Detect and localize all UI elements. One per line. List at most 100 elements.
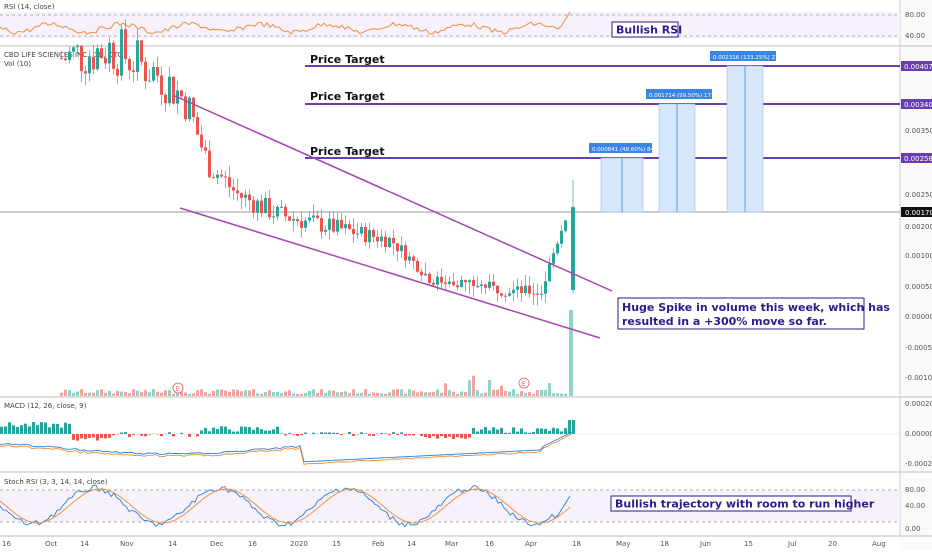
macd-bar xyxy=(324,433,327,434)
volume-bar xyxy=(436,390,439,396)
macd-bar xyxy=(500,428,503,434)
macd-bar xyxy=(440,434,443,436)
candle xyxy=(200,135,203,148)
projection-label-3: 0.002316 (133.25%) 2316 xyxy=(713,55,786,61)
volume-bar xyxy=(72,393,75,396)
candle xyxy=(520,286,523,293)
candle xyxy=(396,243,399,251)
candle xyxy=(252,200,255,213)
volume-bar xyxy=(336,392,339,396)
candle xyxy=(364,227,367,242)
volume-bar xyxy=(544,390,547,396)
volume-bar xyxy=(76,392,79,396)
candle xyxy=(456,285,459,287)
candle xyxy=(508,293,511,295)
macd-bar xyxy=(404,434,407,436)
price-target-label-1: Price Target xyxy=(310,145,385,158)
macd-bar xyxy=(420,434,423,436)
macd-bar xyxy=(208,431,211,434)
volume-bar xyxy=(520,391,523,396)
target-value-2: 0.003406 xyxy=(904,101,932,109)
volume-bar xyxy=(288,390,291,396)
macd-bar xyxy=(516,432,519,434)
candle xyxy=(512,290,515,293)
candle xyxy=(528,286,531,294)
volume-bar xyxy=(504,391,507,396)
candle xyxy=(68,52,71,60)
stoch-tick: 80.00 xyxy=(905,486,925,494)
macd-bar xyxy=(508,433,511,434)
macd-bar xyxy=(172,434,175,437)
macd-bar xyxy=(80,434,83,438)
volume-bar xyxy=(412,390,415,396)
candle xyxy=(60,58,63,59)
candle xyxy=(108,43,111,64)
volume-bar xyxy=(196,390,199,396)
macd-bar xyxy=(160,434,163,436)
volume-bar xyxy=(380,394,383,396)
macd-bar xyxy=(484,427,487,434)
candle xyxy=(440,277,443,283)
macd-bar xyxy=(544,429,547,434)
volume-bar xyxy=(400,389,403,396)
volume-bar xyxy=(160,393,163,396)
candle xyxy=(372,230,375,237)
candle xyxy=(256,201,259,213)
stoch-tick: 40.00 xyxy=(905,502,925,510)
volume-bar xyxy=(472,376,475,396)
volume-bar xyxy=(512,389,515,396)
volume-bar xyxy=(296,394,299,396)
candle xyxy=(280,207,283,208)
volume-bar xyxy=(148,392,151,396)
volume-bar xyxy=(136,391,139,396)
candle xyxy=(340,220,343,228)
volume-bar xyxy=(68,390,71,396)
candle xyxy=(208,151,211,178)
time-tick: 15 xyxy=(332,540,341,548)
macd-bar xyxy=(380,433,383,434)
macd-bar xyxy=(444,434,447,438)
macd-bar xyxy=(532,432,535,434)
volume-bar xyxy=(540,390,543,396)
projection-label-2: 0.001714 (99.50%) 1714 xyxy=(649,93,719,99)
candle xyxy=(124,29,127,59)
macd-bar xyxy=(492,427,495,434)
volume-bar xyxy=(260,394,263,396)
macd-bar xyxy=(548,431,551,434)
candle xyxy=(320,218,323,232)
candle xyxy=(496,286,499,294)
candle xyxy=(188,98,191,119)
volume-bar xyxy=(464,392,467,396)
volume-bar xyxy=(416,392,419,396)
macd-bar xyxy=(108,434,111,438)
macd-bar xyxy=(0,427,3,434)
candle xyxy=(424,274,427,275)
time-tick: May xyxy=(616,540,630,548)
volume-bar xyxy=(564,394,567,396)
macd-bar xyxy=(400,432,403,434)
macd-bar xyxy=(228,429,231,434)
time-tick: 14 xyxy=(80,540,89,548)
volume-label: Vol (10) xyxy=(4,60,31,68)
volume-bar xyxy=(444,383,447,396)
macd-bar xyxy=(224,427,227,434)
candle xyxy=(380,237,383,242)
macd-bar xyxy=(236,431,239,434)
macd-bar xyxy=(408,434,411,435)
macd-bar xyxy=(496,430,499,434)
volume-bar xyxy=(80,389,83,396)
volume-bar xyxy=(304,393,307,396)
macd-bar xyxy=(300,434,303,435)
volume-bar xyxy=(524,393,527,396)
volume-bar xyxy=(188,394,191,396)
candle xyxy=(564,220,567,230)
macd-bar xyxy=(100,434,103,438)
volume-bar xyxy=(360,393,363,396)
candle xyxy=(560,231,563,244)
macd-bar xyxy=(488,430,491,434)
volume-bar xyxy=(224,391,227,396)
volume-bar xyxy=(276,392,279,396)
time-tick: Apr xyxy=(525,540,537,548)
macd-bar xyxy=(124,432,127,434)
